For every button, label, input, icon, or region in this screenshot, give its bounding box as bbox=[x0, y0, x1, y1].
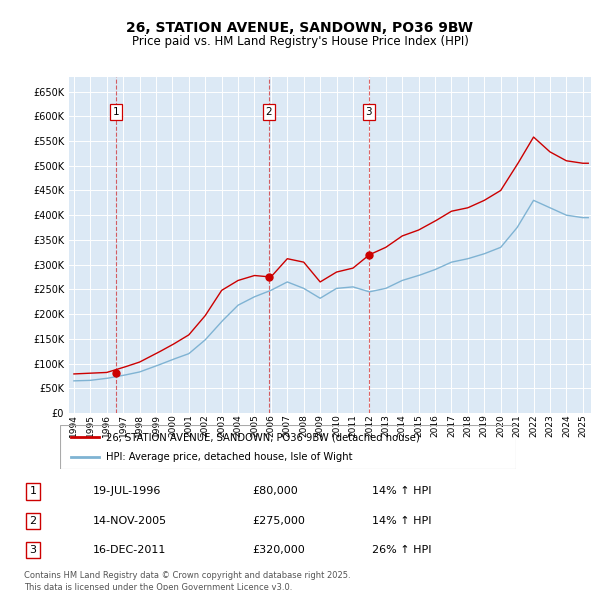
Text: Price paid vs. HM Land Registry's House Price Index (HPI): Price paid vs. HM Land Registry's House … bbox=[131, 35, 469, 48]
Text: 3: 3 bbox=[29, 545, 37, 555]
Text: 1: 1 bbox=[29, 486, 37, 496]
Text: 14-NOV-2005: 14-NOV-2005 bbox=[93, 516, 167, 526]
Text: 2: 2 bbox=[265, 107, 272, 117]
Text: £320,000: £320,000 bbox=[252, 545, 305, 555]
Text: 26, STATION AVENUE, SANDOWN, PO36 9BW: 26, STATION AVENUE, SANDOWN, PO36 9BW bbox=[127, 21, 473, 35]
Text: 26% ↑ HPI: 26% ↑ HPI bbox=[372, 545, 431, 555]
Text: 19-JUL-1996: 19-JUL-1996 bbox=[93, 486, 161, 496]
Text: HPI: Average price, detached house, Isle of Wight: HPI: Average price, detached house, Isle… bbox=[106, 452, 352, 461]
Text: £80,000: £80,000 bbox=[252, 486, 298, 496]
Text: 2: 2 bbox=[29, 516, 37, 526]
Text: 16-DEC-2011: 16-DEC-2011 bbox=[93, 545, 166, 555]
Text: 3: 3 bbox=[365, 107, 372, 117]
Text: 14% ↑ HPI: 14% ↑ HPI bbox=[372, 516, 431, 526]
Text: 14% ↑ HPI: 14% ↑ HPI bbox=[372, 486, 431, 496]
Text: 26, STATION AVENUE, SANDOWN, PO36 9BW (detached house): 26, STATION AVENUE, SANDOWN, PO36 9BW (d… bbox=[106, 432, 419, 442]
Text: Contains HM Land Registry data © Crown copyright and database right 2025.
This d: Contains HM Land Registry data © Crown c… bbox=[24, 571, 350, 590]
Text: 1: 1 bbox=[112, 107, 119, 117]
Text: £275,000: £275,000 bbox=[252, 516, 305, 526]
